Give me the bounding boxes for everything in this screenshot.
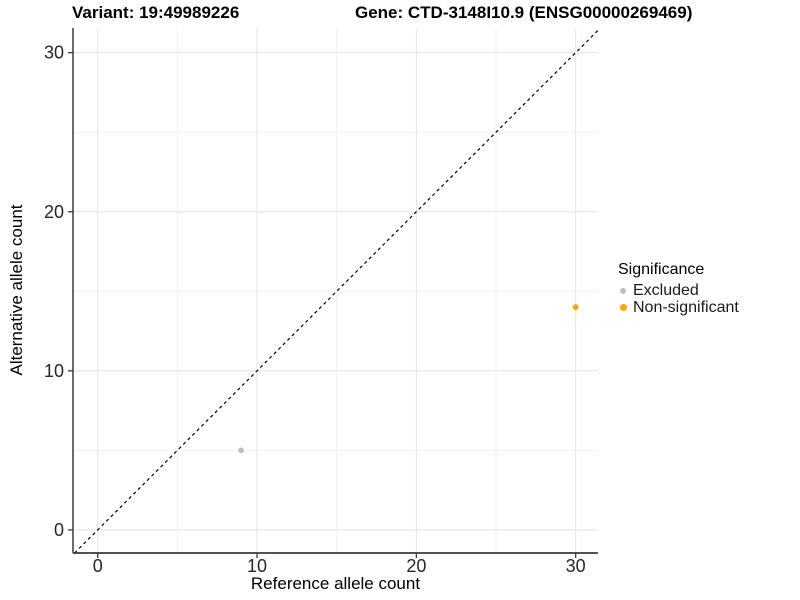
non-significant-dot-icon [619,304,627,311]
excluded-dot-icon [620,287,626,294]
data-point [572,304,579,311]
y-tick-label: 0 [54,520,64,540]
legend-label: Non-significant [633,299,739,316]
x-tick-label: 20 [406,556,426,576]
y-tick-label: 20 [44,202,64,222]
x-tick-label: 30 [566,556,586,576]
legend-key [616,304,630,311]
y-axis-title: Alternative allele count [7,204,26,376]
x-tick-label: 10 [247,556,267,576]
legend-entry-excluded: Excluded [616,282,739,299]
legend-key [616,287,630,294]
legend: Significance Excluded Non-significant [616,260,739,316]
y-tick-label: 30 [44,43,64,63]
legend-label: Excluded [633,282,699,299]
variant-title: Variant: 19:49989226 [72,3,240,22]
x-tick-label: 0 [93,556,103,576]
x-axis-title: Reference allele count [250,574,421,593]
legend-title: Significance [618,261,705,278]
gene-title: Gene: CTD-3148I10.9 (ENSG00000269469) [355,3,693,22]
data-point [238,447,244,454]
legend-entry-non-significant: Non-significant [616,299,739,316]
y-tick-label: 10 [44,361,64,381]
identity-line [74,29,599,554]
